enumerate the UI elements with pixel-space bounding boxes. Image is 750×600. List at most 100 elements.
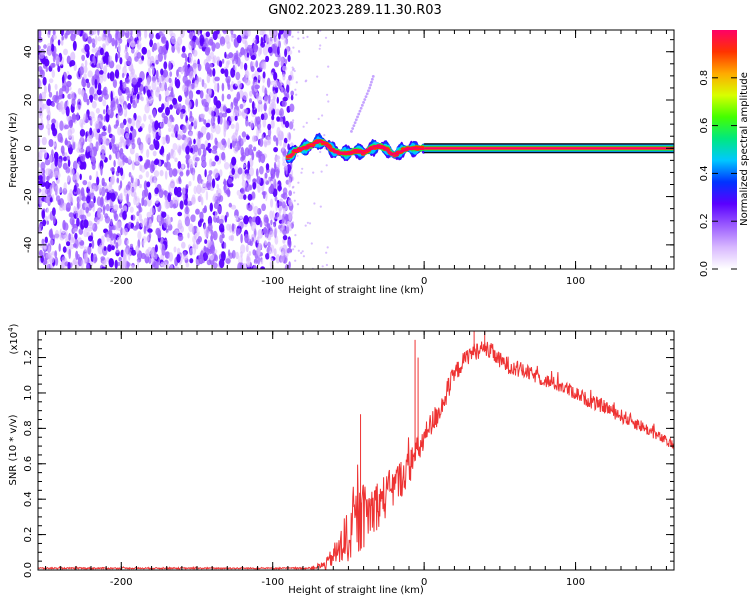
- noise-cell: [275, 202, 278, 212]
- noise-cell: [114, 69, 120, 79]
- noise-cell: [286, 46, 291, 52]
- noise-cell: [255, 168, 259, 178]
- noise-cell: [151, 63, 155, 68]
- noise-cell: [107, 30, 111, 36]
- noise-cell: [230, 33, 234, 42]
- noise-cell: [270, 183, 274, 192]
- noise-cell: [222, 105, 227, 112]
- noise-cell: [182, 187, 186, 196]
- noise-cell: [185, 55, 188, 63]
- noise-cell: [158, 31, 163, 36]
- noise-cell: [136, 211, 140, 217]
- noise-cell: [274, 235, 279, 245]
- noise-cell: [267, 94, 271, 105]
- noise-cell: [161, 112, 166, 119]
- noise-cell: [217, 205, 222, 214]
- noise-cell: [125, 30, 129, 34]
- noise-cell: [196, 238, 201, 245]
- noise-cell: [146, 77, 151, 86]
- noise-cell: [290, 94, 294, 101]
- noise-cell: [96, 176, 100, 186]
- noise-cell: [266, 222, 271, 229]
- noise-cell: [109, 71, 115, 82]
- noise-cell: [76, 104, 82, 111]
- noise-cell: [87, 245, 92, 255]
- noise-cell: [248, 144, 253, 150]
- signal-track-point: [366, 149, 372, 152]
- noise-cell: [207, 55, 211, 61]
- noise-cell: [295, 81, 298, 84]
- noise-cell: [180, 66, 184, 75]
- noise-cell: [184, 61, 188, 68]
- noise-cell: [177, 161, 182, 169]
- noise-cell: [39, 223, 43, 228]
- noise-cell: [71, 195, 78, 205]
- noise-cell: [201, 160, 207, 168]
- noise-cell: [207, 223, 213, 232]
- noise-cell: [133, 195, 137, 206]
- noise-cell: [183, 199, 188, 206]
- signal-track-point: [385, 149, 390, 151]
- noise-cell: [202, 148, 207, 158]
- noise-cell: [238, 215, 244, 220]
- noise-cell: [72, 237, 76, 244]
- noise-cell: [189, 40, 195, 46]
- noise-cell: [182, 125, 187, 134]
- noise-cell: [132, 225, 138, 231]
- noise-cell: [97, 55, 103, 64]
- noise-cell: [152, 150, 157, 157]
- noise-cell: [159, 83, 165, 92]
- signal-track-point: [395, 152, 401, 155]
- noise-cell: [254, 43, 258, 53]
- signal-track-point: [382, 146, 387, 148]
- noise-cell: [84, 202, 90, 209]
- noise-cell: [101, 90, 104, 98]
- noise-cell: [125, 247, 129, 257]
- noise-cell: [40, 181, 46, 187]
- noise-cell: [112, 79, 118, 89]
- noise-cell: [119, 161, 124, 168]
- noise-cell: [235, 251, 239, 260]
- noise-cell: [143, 217, 148, 227]
- snr-xlabel: Height of straight line (km): [288, 585, 424, 596]
- noise-cell: [66, 175, 71, 185]
- noise-cell: [217, 141, 221, 149]
- noise-cell: [93, 185, 97, 192]
- noise-cell: [80, 187, 85, 197]
- noise-cell: [38, 189, 41, 195]
- noise-cell: [282, 155, 286, 164]
- noise-cell: [326, 246, 329, 249]
- noise-cell: [136, 259, 140, 268]
- noise-cell: [198, 77, 202, 82]
- noise-cell: [148, 192, 152, 201]
- snr-y-tick-label: 1.2: [23, 350, 34, 366]
- noise-cell: [197, 147, 202, 156]
- noise-cell: [177, 95, 183, 102]
- noise-cell: [233, 215, 239, 222]
- noise-cell: [247, 160, 251, 171]
- noise-cell: [300, 251, 303, 255]
- noise-cell: [260, 113, 265, 121]
- noise-cell: [63, 124, 70, 130]
- noise-cell: [249, 90, 253, 97]
- noise-cell: [45, 207, 49, 213]
- noise-cell: [294, 259, 297, 262]
- snr-x-tick-label: 100: [566, 577, 585, 588]
- noise-cell: [288, 252, 293, 257]
- noise-cell: [153, 138, 156, 146]
- noise-cell: [117, 52, 121, 59]
- noise-cell: [259, 165, 264, 175]
- noise-cell: [214, 137, 218, 146]
- signal-track-point: [336, 153, 341, 155]
- noise-cell: [169, 264, 174, 269]
- noise-cell: [221, 138, 226, 146]
- noise-cell: [100, 153, 106, 161]
- noise-cell: [66, 241, 71, 247]
- signal-track-point: [359, 150, 364, 153]
- noise-cell: [126, 136, 130, 145]
- noise-cell: [242, 137, 247, 143]
- noise-cell: [221, 58, 225, 64]
- noise-cell: [97, 30, 100, 36]
- noise-cell: [58, 88, 63, 98]
- noise-cell: [83, 253, 87, 263]
